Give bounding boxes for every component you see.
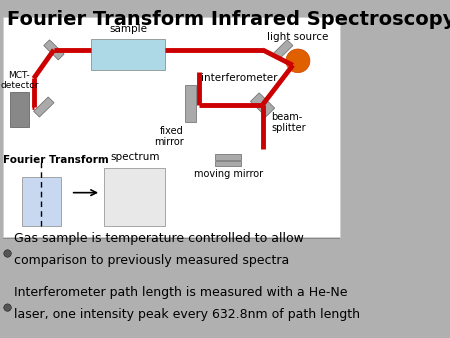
Polygon shape	[34, 97, 54, 117]
Text: fixed
mirror: fixed mirror	[154, 126, 184, 147]
Text: spectrum: spectrum	[110, 152, 159, 162]
Text: comparison to previously measured spectra: comparison to previously measured spectr…	[14, 254, 289, 267]
Text: light source: light source	[267, 32, 328, 42]
Text: sample: sample	[109, 24, 147, 34]
Text: Gas sample is temperature controlled to allow: Gas sample is temperature controlled to …	[14, 232, 304, 245]
Bar	[4, 238, 340, 239]
Text: interferometer: interferometer	[201, 73, 277, 83]
Bar	[10, 92, 29, 127]
Polygon shape	[250, 93, 274, 117]
Text: MCT-
detector: MCT- detector	[0, 71, 39, 90]
Bar	[104, 168, 165, 226]
Bar	[22, 177, 61, 226]
Circle shape	[4, 304, 11, 311]
Text: Interferometer path length is measured with a He-Ne: Interferometer path length is measured w…	[14, 286, 347, 299]
Bar	[91, 39, 165, 70]
Text: Fourier Transform Infrared Spectroscopy: Fourier Transform Infrared Spectroscopy	[7, 10, 450, 29]
Polygon shape	[273, 40, 293, 60]
Text: moving mirror: moving mirror	[194, 169, 263, 179]
Bar	[216, 161, 241, 166]
Text: beam-
splitter: beam- splitter	[271, 112, 306, 133]
Circle shape	[286, 49, 310, 73]
Circle shape	[4, 250, 11, 257]
Text: Fourier Transform: Fourier Transform	[3, 155, 108, 165]
Bar	[185, 85, 196, 122]
Text: laser, one intensity peak every 632.8nm of path length: laser, one intensity peak every 632.8nm …	[14, 308, 360, 321]
Bar	[216, 154, 241, 160]
Polygon shape	[44, 40, 64, 60]
FancyBboxPatch shape	[4, 17, 340, 237]
